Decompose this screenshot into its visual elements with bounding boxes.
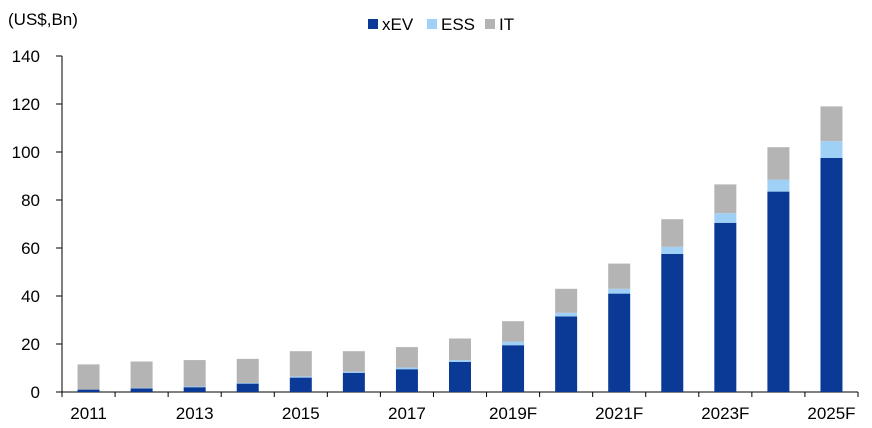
bar-ess-2025f [820, 141, 843, 158]
x-tick-label: 2023F [701, 404, 749, 423]
bar-ess-2015 [289, 376, 312, 378]
bar-xev-2016 [342, 372, 365, 392]
bar-ess-2019f [502, 341, 525, 346]
bar-xev-2012 [130, 388, 153, 392]
legend-label-it: IT [499, 15, 514, 34]
x-axis: 2011 2013 2015 2017 2019F 2021F 2023F 2025F [61, 391, 859, 423]
x-tick-label: 2013 [176, 404, 214, 423]
bar-ess-2023f [714, 213, 737, 223]
bar-it-2022f [661, 219, 684, 247]
bar-ess-2021f [608, 288, 631, 294]
bar-it-2017 [395, 347, 418, 368]
bar-it-2024f [767, 147, 790, 180]
x-tick-label: 2015 [282, 404, 320, 423]
y-unit-label: (US$,Bn) [8, 10, 78, 29]
bar-xev-2025f [820, 158, 843, 392]
bar-ess-2020f [555, 312, 578, 317]
bar-ess-2024f [767, 179, 790, 192]
x-tick-label: 2017 [388, 404, 426, 423]
legend-label-ess: ESS [441, 15, 475, 34]
bar-ess-2016 [342, 371, 365, 373]
x-tick-label: 2021F [595, 404, 643, 423]
bar-xev-2023f [714, 222, 737, 392]
bar-xev-2011 [77, 389, 100, 392]
bar-xev-2015 [289, 377, 312, 392]
bar-xev-2020f [555, 316, 578, 392]
bar-ess-2013 [183, 386, 206, 388]
bars [77, 106, 843, 392]
bar-xev-2017 [395, 369, 418, 392]
y-tick-label: 20 [21, 335, 40, 354]
x-tick-label: 2025F [807, 404, 855, 423]
bar-xev-2024f [767, 191, 790, 392]
bar-it-2019f [502, 321, 525, 342]
y-tick-label: 80 [21, 191, 40, 210]
bar-xev-2018 [449, 362, 471, 392]
x-tick-label: 2011 [70, 404, 107, 423]
y-tick-label: 60 [21, 239, 40, 258]
bar-it-2014 [236, 358, 259, 383]
bar-it-2021f [608, 263, 631, 289]
legend-label-xev: xEV [382, 15, 414, 34]
bar-it-2025f [820, 106, 843, 142]
bar-xev-2019f [502, 345, 525, 392]
y-tick-label: 100 [12, 143, 40, 162]
bar-it-2018 [449, 338, 471, 361]
x-tick-label: 2019F [489, 404, 537, 423]
bar-it-2020f [555, 288, 578, 313]
bar-it-2012 [130, 361, 153, 388]
bar-xev-2013 [183, 387, 206, 392]
bar-ess-2022f [661, 246, 684, 254]
legend-swatch-xev [368, 19, 378, 29]
bar-xev-2014 [236, 383, 259, 392]
y-tick-label: 0 [31, 383, 40, 402]
bar-it-2013 [183, 360, 206, 387]
bar-it-2016 [342, 351, 365, 372]
bar-ess-2018 [449, 360, 471, 362]
bar-ess-2014 [236, 382, 259, 384]
bar-xev-2021f [608, 293, 631, 392]
legend-swatch-ess [427, 19, 437, 29]
bar-xev-2022f [661, 254, 684, 392]
bar-it-2023f [714, 184, 737, 214]
legend-swatch-it [485, 19, 495, 29]
bar-ess-2017 [395, 367, 418, 370]
y-tick-label: 140 [12, 47, 40, 66]
bar-it-2011 [77, 364, 100, 390]
y-axis: 0 20 40 60 80 100 120 140 [12, 47, 63, 402]
y-tick-label: 120 [12, 95, 40, 114]
bar-it-2015 [289, 351, 312, 377]
legend: xEV ESS IT [368, 15, 514, 34]
y-tick-label: 40 [21, 287, 40, 306]
